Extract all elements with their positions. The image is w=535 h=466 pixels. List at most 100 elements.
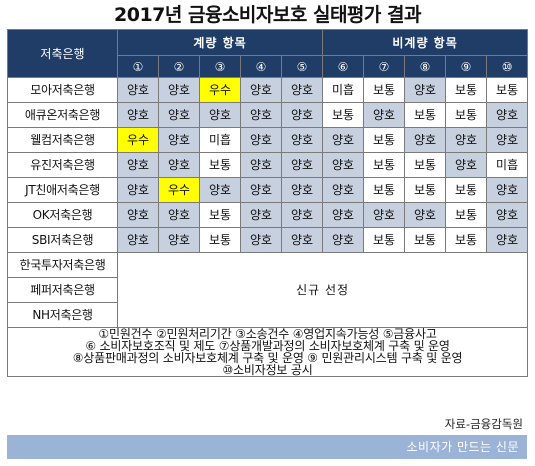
grade-cell: 보통 [363,77,406,103]
grade-cell: 양호 [486,177,529,203]
page-title: 2017년 금융소비자보호 실태평가 결과 [114,4,421,26]
item-number-header: ① [117,55,159,78]
grade-cell: 보통 [322,102,365,128]
grade-cell: 보통 [363,227,406,253]
legend-note-line: ①민원건수 ②민원처리기간 ③소송건수 ④영업지속가능성 ⑤금융사고 [98,327,437,341]
item-number-header: ⑨ [445,55,488,78]
grade-cell: 보통 [363,152,406,178]
grade-cell: 양호 [322,177,365,203]
table-row: JT친애저축은행 양호 우수 양호 양호 양호 양호 보통 보통 보통 양호 [7,177,529,203]
grade-cell: 보통 [363,127,406,153]
grade-cell: 우수 [199,77,241,103]
grade-cell: 보통 [445,202,488,228]
new-bank-name: 한국투자저축은행 [7,252,118,278]
grade-cell: 양호 [404,127,447,153]
item-number-header: ② [158,55,200,78]
grade-cell: 양호 [117,177,159,203]
grade-cell: 보통 [445,77,488,103]
grade-cell: 양호 [322,152,365,178]
new-selection-cell: 신규 선정 [116,252,529,328]
grade-cell: 양호 [117,202,159,228]
table-row: 웰컴저축은행 우수 양호 미흡 양호 양호 양호 보통 양호 양호 양호 [7,127,529,153]
bank-column-header: 저축은행 [7,29,118,78]
table-row: OK저축은행 양호 양호 보통 양호 양호 양호 양호 양호 보통 양호 [7,202,529,228]
table-row: 애큐온저축은행 양호 양호 양호 양호 양호 보통 양호 보통 보통 양호 [7,102,529,128]
grade-cell: 양호 [363,202,406,228]
grade-cell: 양호 [240,202,282,228]
table-row: 페퍼저축은행 [7,277,528,303]
grade-cell: 양호 [280,152,324,178]
grade-cell: 양호 [445,127,488,153]
grade-cell: 양호 [363,102,406,128]
grade-cell: 양호 [158,227,200,253]
table-row: 모아저축은행 양호 양호 우수 양호 양호 미흡 보통 양호 보통 보통 [7,77,529,103]
bank-name: 애큐온저축은행 [7,102,118,128]
grade-cell: 보통 [199,152,241,178]
table-row: 유진저축은행 양호 양호 보통 양호 양호 양호 보통 보통 양호 미흡 [7,152,529,178]
grade-cell: 양호 [486,227,529,253]
grade-cell: 양호 [117,102,159,128]
grade-cell: 양호 [158,127,200,153]
grade-cell: 양호 [322,227,365,253]
bank-name: 웰컴저축은행 [7,127,118,153]
legend-note-line: ⑩소비자정보 공시 [222,363,313,377]
grade-cell: 양호 [280,177,324,203]
grade-cell: 양호 [240,77,282,103]
grade-cell: 양호 [117,77,159,103]
grade-cell: 양호 [240,127,282,153]
bank-name: SBI저축은행 [7,227,118,253]
grade-cell: 양호 [486,127,529,153]
grade-cell: 보통 [445,177,488,203]
grade-cell: 양호 [280,227,324,253]
grade-cell: 양호 [445,152,488,178]
grade-cell: 양호 [240,102,282,128]
grade-cell: 양호 [280,102,324,128]
grade-cell: 양호 [240,177,282,203]
grade-cell: 양호 [158,202,200,228]
table-row: NH저축은행 [7,302,528,328]
grade-cell: 양호 [404,202,447,228]
grade-cell: 미흡 [486,152,529,178]
grade-cell: 보통 [404,152,447,178]
grade-cell: 양호 [117,227,159,253]
grade-cell: 양호 [404,77,447,103]
item-number-header: ⑦ [363,55,406,78]
grade-cell: 양호 [280,127,324,153]
nonquantitative-group-header: 비계량 항목 [322,29,529,56]
legend-note-line: ⑧상품판매과정의 소비자보호체계 구축 및 운영 ⑨ 민원관리시스템 구축 및 … [72,351,463,365]
grade-cell: 양호 [486,102,529,128]
grade-cell: 양호 [158,102,200,128]
grade-cell: 양호 [322,202,365,228]
grade-cell: 보통 [404,177,447,203]
grade-cell: 양호 [322,127,365,153]
grade-cell: 보통 [404,227,447,253]
footer-bar: 소비자가 만드는 신문 [7,435,527,459]
grade-cell: 미흡 [322,77,365,103]
item-number-header: ④ [240,55,282,78]
legend-notes: ①민원건수 ②민원처리기간 ③소송건수 ④영업지속가능성 ⑤금융사고 ⑥ 소비자보… [6,327,529,377]
notes-row: ①민원건수 ②민원처리기간 ③소송건수 ④영업지속가능성 ⑤금융사고 ⑥ 소비자보… [6,327,529,377]
source-credit: 자료-금융감독원 [444,417,523,431]
grade-cell: 양호 [280,77,324,103]
legend-note-line: ⑥ 소비자보호조직 및 제도 ⑦상품개발과정의 소비자보호체계 구축 및 운영 [85,339,450,353]
grade-cell: 양호 [117,152,159,178]
table-row: 한국투자저축은행 신규 선정 [7,252,529,328]
grade-cell: 양호 [280,202,324,228]
grade-cell: 보통 [363,177,406,203]
grade-cell: 우수 [117,127,159,153]
new-bank-name: NH저축은행 [7,302,118,328]
grade-cell: 보통 [199,227,241,253]
grade-cell: 보통 [199,202,241,228]
item-number-header: ⑩ [486,55,529,78]
grade-cell: 보통 [445,102,488,128]
grade-cell: 보통 [404,102,447,128]
grade-cell: 보통 [445,227,488,253]
grade-cell: 양호 [158,152,200,178]
quantitative-group-header: 계량 항목 [116,29,324,56]
bank-name: 유진저축은행 [7,152,118,178]
grade-cell: 보통 [486,77,529,103]
item-number-header: ⑥ [322,55,365,78]
bank-name: JT친애저축은행 [7,177,118,203]
grade-cell: 양호 [158,77,200,103]
